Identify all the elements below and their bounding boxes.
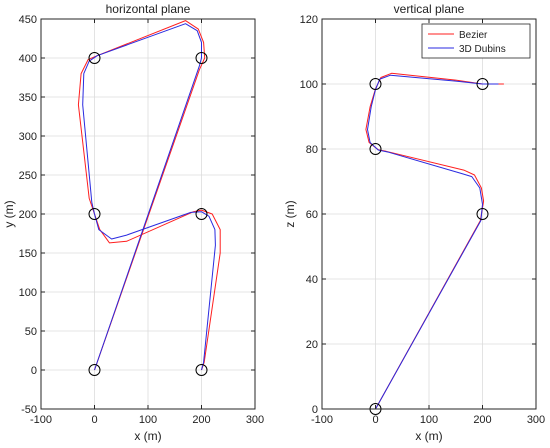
series-line-dubins-vertical — [367, 74, 499, 410]
y-tick-label: 250 — [19, 170, 37, 182]
x-tick-label: 300 — [246, 414, 264, 426]
x-tick-label: 100 — [420, 414, 438, 426]
y-tick-label: 150 — [19, 248, 37, 260]
x-tick-label: 200 — [473, 414, 491, 426]
waypoint-marker — [88, 52, 101, 64]
x-tick-label: -100 — [311, 414, 333, 426]
y-tick-label: 400 — [19, 53, 37, 65]
y-tick-label: 80 — [306, 144, 318, 156]
waypoint-marker — [369, 78, 382, 90]
y-tick-label: 20 — [306, 339, 318, 351]
x-tick-label: 0 — [91, 414, 97, 426]
y-tick-label: 40 — [306, 274, 318, 286]
series-line-dubins-horizontal — [82, 23, 216, 371]
series-line-bezier-horizontal — [77, 20, 221, 371]
waypoint-marker — [476, 78, 489, 90]
x-axis-label-horizontal: x (m) — [134, 429, 161, 443]
y-tick-label: 120 — [300, 14, 318, 26]
y-tick-label: 350 — [19, 92, 37, 104]
y-tick-label: 200 — [19, 209, 37, 221]
waypoint-marker — [476, 208, 489, 220]
y-tick-label: 60 — [306, 209, 318, 221]
waypoint-marker — [195, 208, 208, 220]
legend: Bezier 3D Dubins — [421, 23, 531, 59]
x-tick-label: 200 — [192, 414, 210, 426]
y-tick-label: 0 — [31, 365, 37, 377]
legend-label-bezier: Bezier — [459, 30, 488, 41]
y-tick-label: -50 — [21, 404, 37, 416]
y-tick-label: 450 — [19, 14, 37, 26]
waypoint-marker — [369, 143, 382, 155]
waypoint-marker — [88, 364, 101, 376]
series-line-bezier-vertical — [365, 72, 504, 410]
waypoint-marker — [195, 52, 208, 64]
panel-horizontal-plane: -100 0 100 200 300 -50 0 50 100 150 200 250 300 350 40… — [2, 2, 264, 443]
x-tick-label: 100 — [139, 414, 157, 426]
legend-label-dubins: 3D Dubins — [459, 44, 506, 55]
y-axis-label-horizontal: y (m) — [2, 200, 16, 227]
x-tick-label: 0 — [372, 414, 378, 426]
y-axis-label-vertical: z (m) — [283, 200, 297, 227]
y-tick-label: 100 — [19, 287, 37, 299]
x-axis-label-vertical: x (m) — [415, 429, 442, 443]
waypoint-marker — [195, 364, 208, 376]
waypoint-marker — [88, 208, 101, 220]
chart-title-vertical: vertical plane — [394, 2, 465, 16]
chart-title-horizontal: horizontal plane — [106, 2, 191, 16]
y-tick-label: 100 — [300, 79, 318, 91]
y-tick-label: 0 — [312, 404, 318, 416]
x-tick-label: -100 — [30, 414, 52, 426]
x-tick-label: 300 — [527, 414, 545, 426]
y-tick-label: 300 — [19, 131, 37, 143]
y-tick-label: 50 — [25, 326, 37, 338]
legend-box — [421, 23, 531, 59]
